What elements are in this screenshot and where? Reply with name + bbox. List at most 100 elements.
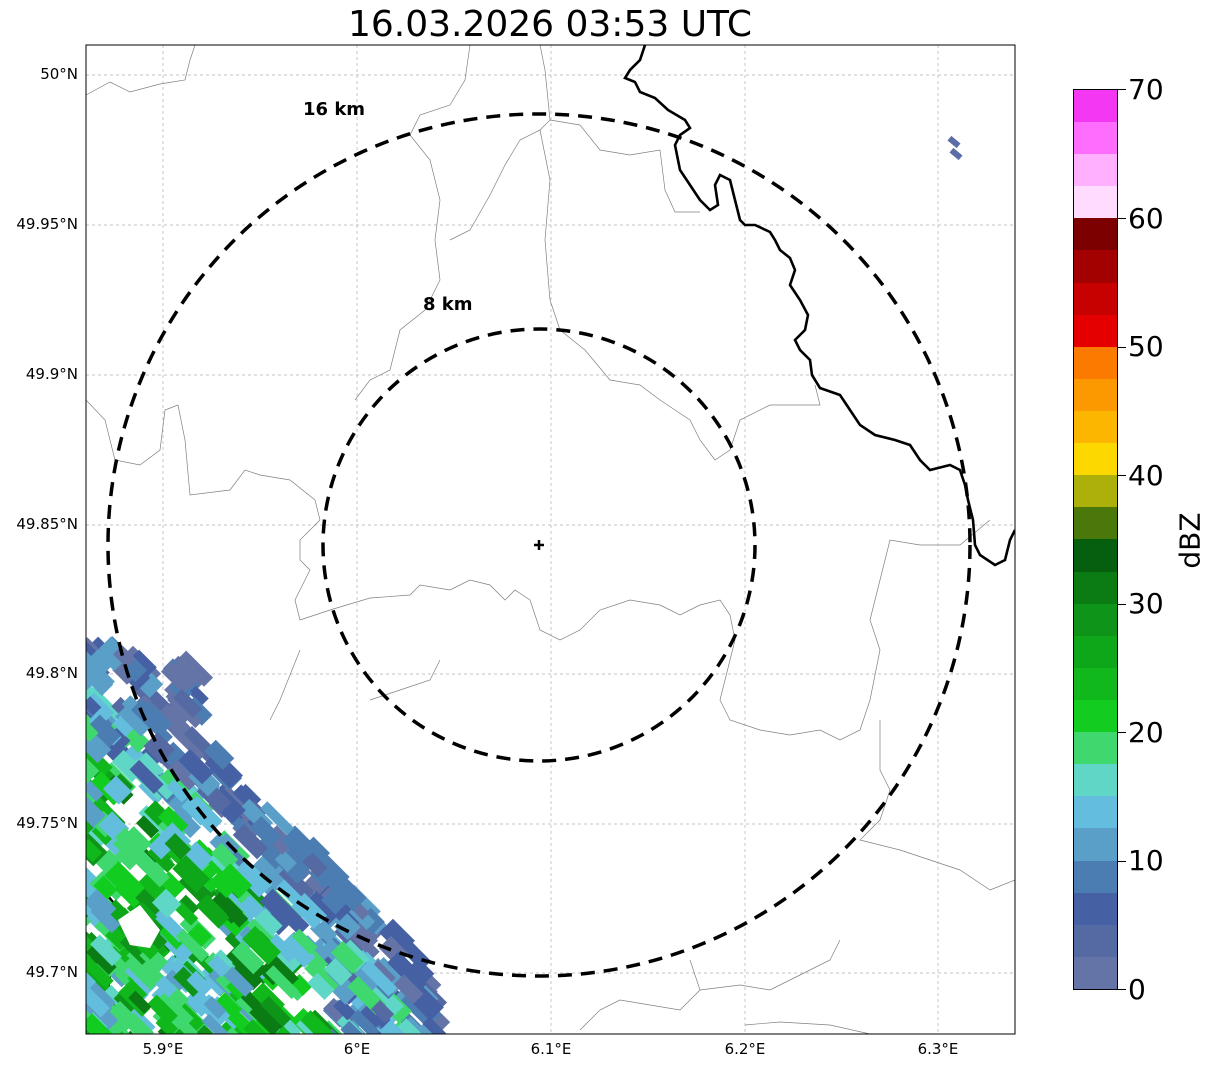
radar-echo-cell [249, 816, 282, 848]
colorbar-segment [1074, 892, 1117, 925]
radar-echo-cell [280, 933, 316, 968]
radar-echo-cell [127, 649, 157, 679]
colorbar-tick-label: 50 [1128, 330, 1164, 363]
radar-echo-cell [249, 1003, 283, 1034]
radar-echo-cell [320, 965, 360, 1005]
radar-echo-cell [135, 752, 165, 781]
radar-echo-cell [86, 944, 117, 975]
radar-echo-cell [110, 645, 136, 671]
radar-echo-cell [232, 959, 264, 991]
radar-echo-cell [86, 768, 104, 802]
radar-echo-cell [136, 815, 160, 839]
radar-echo-cell [96, 645, 122, 671]
radar-echo-cell [174, 1022, 216, 1034]
radar-echo-cell [209, 870, 237, 899]
lat-tick-label: 49.8°N [25, 664, 78, 682]
radar-echo-cell [112, 715, 134, 737]
radar-echo-cell [109, 1000, 135, 1026]
radar-echo-cell [102, 775, 132, 805]
lat-tick-label: 49.75°N [16, 814, 78, 832]
colorbar-segment [1074, 700, 1117, 733]
range-ring-16km [106, 112, 972, 978]
lat-tick-label: 49.85°N [16, 515, 78, 533]
radar-echo-cell [258, 996, 292, 1030]
radar-echo-cell [330, 940, 364, 974]
radar-echo-cell [313, 920, 338, 944]
radar-echo-cell [360, 999, 389, 1028]
radar-echo-cell [86, 980, 111, 1018]
radar-echo-cell [86, 900, 89, 927]
radar-echo-cell [157, 703, 191, 738]
colorbar-segment [1074, 571, 1117, 604]
range-ring-16km-label: 16 km [303, 99, 366, 120]
radar-echo-cell [114, 827, 144, 857]
colorbar-segment [1074, 796, 1117, 829]
radar-echo-cell [231, 940, 265, 975]
colorbar-segment [1074, 603, 1117, 636]
radar-echo-cell [281, 831, 312, 862]
radar-echo-cell [158, 996, 194, 1032]
colorbar-segment [1074, 956, 1117, 989]
radar-echo-cell [167, 759, 199, 791]
colorbar-tick [1118, 347, 1126, 348]
colorbar-segment [1074, 635, 1117, 668]
lat-tick-label: 50°N [40, 65, 78, 83]
radar-echo-cell [143, 732, 175, 764]
colorbar-segment [1074, 122, 1117, 155]
radar-echo-cell [243, 1019, 270, 1034]
radar-echo-cell [95, 849, 122, 876]
radar-echo-cell [86, 706, 99, 742]
radar-echo-cell [155, 1014, 179, 1034]
range-ring-8km-label: 8 km [423, 294, 473, 315]
colorbar-tick-label: 20 [1128, 716, 1164, 749]
radar-echo-cell [274, 850, 297, 873]
radar-echo-cell [221, 888, 257, 924]
colorbar [1073, 89, 1118, 990]
colorbar-tick-label: 40 [1128, 459, 1164, 492]
radar-echo-cell [370, 1000, 395, 1024]
radar-echo-cell [393, 974, 424, 1004]
radar-echo-ne [947, 135, 963, 161]
radar-echo-cell [115, 846, 140, 871]
colorbar-segment [1074, 89, 1117, 123]
radar-echo-cell [141, 744, 164, 766]
radar-echo-cell [104, 861, 146, 902]
radar-echo-cell [86, 747, 100, 784]
radar-echo-cell [260, 801, 295, 836]
colorbar-tick [1118, 89, 1126, 90]
radar-echo-cell [422, 1016, 448, 1034]
radar-echo-cell [340, 1020, 376, 1034]
colorbar-tick-label: 0 [1128, 973, 1146, 1006]
radar-echo-cell [211, 842, 239, 870]
radar-echo-cell [185, 922, 213, 950]
radar-echo-cell [265, 965, 300, 1000]
radar-echo-cell [213, 833, 240, 860]
colorbar-tick-label: 60 [1128, 202, 1164, 235]
radar-echo-cell [86, 954, 114, 989]
radar-echo-cell [148, 833, 174, 860]
radar-echo-cell [86, 838, 103, 863]
lon-tick-label: 6.2°E [724, 1040, 766, 1058]
radar-echo-cell [128, 990, 152, 1014]
colorbar-segment [1074, 411, 1117, 444]
gridlines [86, 45, 1015, 1034]
radar-echo-cell [223, 966, 255, 998]
radar-echo-cell [90, 934, 122, 967]
lon-tick-label: 6.3°E [917, 1040, 959, 1058]
radar-echo-cell [60, 840, 84, 864]
radar-echo-cell [352, 962, 384, 994]
colorbar-segment [1074, 764, 1117, 797]
radar-echo-cell [86, 648, 114, 677]
colorbar-segment [1074, 443, 1117, 476]
radar-echo-cell [379, 918, 415, 955]
colorbar-segment [1074, 314, 1117, 347]
colorbar-segment [1074, 539, 1117, 572]
radar-echo-cell [151, 888, 182, 919]
radar-echo-cell [196, 1024, 219, 1034]
radar-echo-cell [291, 928, 318, 955]
radar-echo-cell [387, 951, 420, 984]
colorbar-segment [1074, 282, 1117, 315]
radar-echo-cell [173, 688, 203, 718]
colorbar-segment [1074, 186, 1117, 219]
radar-echo-cell [307, 972, 335, 1001]
